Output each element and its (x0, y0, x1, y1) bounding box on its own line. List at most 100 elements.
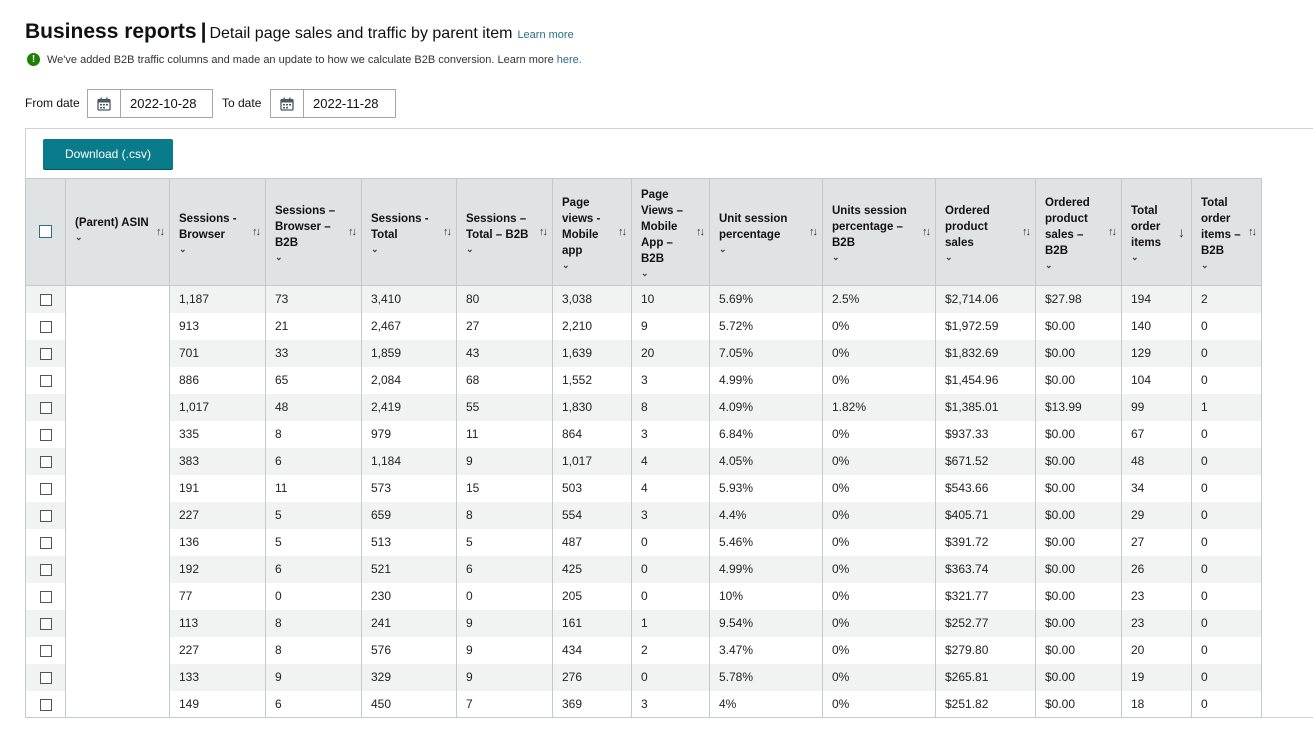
cell-unit-session-pct-b2b: 0% (822, 366, 936, 394)
asin-cell[interactable] (65, 582, 170, 610)
cell-page-views-mobile: 276 (552, 663, 632, 691)
chevron-down-icon[interactable]: ⌄ (1045, 259, 1053, 270)
notice-here-link[interactable]: here. (556, 53, 582, 66)
from-date-label: From date (25, 96, 80, 110)
sort-arrows-icon[interactable]: ↑↓ (252, 226, 261, 238)
sort-arrows-icon[interactable]: ↑↓ (539, 226, 548, 238)
row-checkbox[interactable] (39, 671, 52, 684)
cell-page-views-mobile: 487 (552, 528, 632, 556)
chevron-down-icon[interactable]: ⌄ (641, 267, 649, 278)
row-checkbox[interactable] (39, 644, 52, 657)
asin-cell[interactable] (65, 474, 170, 502)
row-checkbox[interactable] (39, 698, 52, 711)
download-csv-button[interactable]: Download (.csv) (43, 139, 173, 169)
asin-cell[interactable] (65, 690, 170, 718)
row-checkbox[interactable] (39, 374, 52, 387)
asin-cell[interactable] (65, 312, 170, 340)
to-date-picker[interactable] (270, 89, 396, 118)
asin-cell[interactable] (65, 393, 170, 421)
row-checkbox[interactable] (39, 401, 52, 414)
cell-ordered-sales-b2b: $0.00 (1035, 312, 1122, 340)
chevron-down-icon[interactable]: ⌄ (371, 243, 379, 254)
column-header-asin[interactable]: (Parent) ASIN ⌄ ↑↓ (65, 178, 170, 286)
asin-cell[interactable] (65, 339, 170, 367)
column-header-page-views-mobile-b2b[interactable]: Page Views – Mobile App – B2B ⌄ ↑↓ (631, 178, 710, 286)
column-header-page-views-mobile[interactable]: Page views - Mobile app ⌄ ↑↓ (552, 178, 632, 286)
sort-arrows-icon[interactable]: ↑↓ (156, 226, 165, 238)
sort-arrows-icon[interactable]: ↑↓ (1022, 226, 1031, 238)
cell-page-views-mobile-b2b: 0 (631, 528, 710, 556)
asin-cell[interactable] (65, 555, 170, 583)
asin-cell[interactable] (65, 285, 170, 313)
from-date-input[interactable] (121, 95, 212, 112)
chevron-down-icon[interactable]: ⌄ (719, 243, 727, 254)
row-checkbox[interactable] (39, 455, 52, 468)
row-checkbox-cell (25, 582, 66, 610)
asin-cell[interactable] (65, 609, 170, 637)
sort-arrows-icon[interactable]: ↑↓ (348, 226, 357, 238)
sort-arrows-icon[interactable]: ↑↓ (809, 226, 818, 238)
column-header-ordered-sales[interactable]: Ordered product sales ⌄ ↑↓ (935, 178, 1036, 286)
asin-cell[interactable] (65, 528, 170, 556)
asin-cell[interactable] (65, 420, 170, 448)
to-date-input[interactable] (304, 95, 395, 112)
cell-page-views-mobile: 425 (552, 555, 632, 583)
sort-arrows-icon[interactable]: ↑↓ (922, 226, 931, 238)
sort-arrows-icon[interactable]: ↑↓ (443, 226, 452, 238)
sort-arrows-icon[interactable]: ↑↓ (618, 226, 627, 238)
row-checkbox[interactable] (39, 563, 52, 576)
chevron-down-icon[interactable]: ⌄ (466, 243, 474, 254)
table-row: 701 33 1,859 43 1,639 20 7.05% 0% $1,832.69 $0.00… (25, 339, 1262, 367)
chevron-down-icon[interactable]: ⌄ (75, 231, 83, 242)
row-checkbox[interactable] (39, 294, 52, 307)
asin-cell[interactable] (65, 663, 170, 691)
row-checkbox[interactable] (39, 482, 52, 495)
column-header-sessions-total[interactable]: Sessions - Total ⌄ ↑↓ (361, 178, 457, 286)
row-checkbox[interactable] (39, 320, 52, 333)
learn-more-link[interactable]: Learn more (517, 29, 574, 41)
row-checkbox[interactable] (39, 428, 52, 441)
chevron-down-icon[interactable]: ⌄ (1201, 259, 1209, 270)
calendar-icon[interactable] (88, 90, 121, 117)
sort-arrows-icon[interactable]: ↑↓ (1248, 226, 1257, 238)
chevron-down-icon[interactable]: ⌄ (275, 251, 283, 262)
column-header-unit-session-pct[interactable]: Unit session percentage ⌄ ↑↓ (709, 178, 823, 286)
from-date-picker[interactable] (87, 89, 213, 118)
column-header-label: Sessions - Browser ⌄ (179, 211, 237, 254)
cell-sessions-total: 230 (361, 582, 457, 610)
asin-cell[interactable] (65, 501, 170, 529)
cell-page-views-mobile: 864 (552, 420, 632, 448)
column-header-total-order-items-b2b[interactable]: Total order items – B2B ⌄ ↑↓ (1191, 178, 1262, 286)
asin-cell[interactable] (65, 366, 170, 394)
cell-total-order-items-b2b: 0 (1191, 636, 1262, 664)
calendar-icon[interactable] (271, 90, 304, 117)
cell-page-views-mobile: 1,830 (552, 393, 632, 421)
row-checkbox[interactable] (39, 509, 52, 522)
column-header-sessions-browser[interactable]: Sessions - Browser ⌄ ↑↓ (169, 178, 266, 286)
sort-arrows-icon[interactable]: ↑↓ (696, 226, 705, 238)
arrow-down-icon[interactable]: ↓ (1178, 224, 1185, 240)
cell-unit-session-pct-b2b: 0% (822, 339, 936, 367)
row-checkbox[interactable] (39, 617, 52, 630)
column-header-sessions-total-b2b[interactable]: Sessions – Total – B2B ⌄ ↑↓ (456, 178, 553, 286)
asin-cell[interactable] (65, 447, 170, 475)
column-header-sessions-browser-b2b[interactable]: Sessions – Browser – B2B ⌄ ↑↓ (265, 178, 362, 286)
asin-cell[interactable] (65, 636, 170, 664)
column-header-total-order-items[interactable]: Total order items ⌄ ↓ (1121, 178, 1192, 286)
row-checkbox-cell (25, 285, 66, 313)
column-header-line: (Parent) ASIN (75, 216, 149, 229)
chevron-down-icon[interactable]: ⌄ (179, 243, 187, 254)
chevron-down-icon[interactable]: ⌄ (562, 259, 570, 270)
chevron-down-icon[interactable]: ⌄ (832, 251, 840, 262)
sort-arrows-icon[interactable]: ↑↓ (1108, 226, 1117, 238)
row-checkbox[interactable] (39, 590, 52, 603)
row-checkbox[interactable] (39, 347, 52, 360)
chevron-down-icon[interactable]: ⌄ (945, 251, 953, 262)
column-header-unit-session-pct-b2b[interactable]: Units session percentage – B2B ⌄ ↑↓ (822, 178, 936, 286)
chevron-down-icon[interactable]: ⌄ (1131, 251, 1139, 262)
cell-sessions-total: 573 (361, 474, 457, 502)
column-header-ordered-sales-b2b[interactable]: Ordered product sales – B2B ⌄ ↑↓ (1035, 178, 1122, 286)
select-all-checkbox[interactable] (39, 225, 52, 239)
row-checkbox[interactable] (39, 536, 52, 549)
cell-sessions-browser-b2b: 48 (265, 393, 362, 421)
